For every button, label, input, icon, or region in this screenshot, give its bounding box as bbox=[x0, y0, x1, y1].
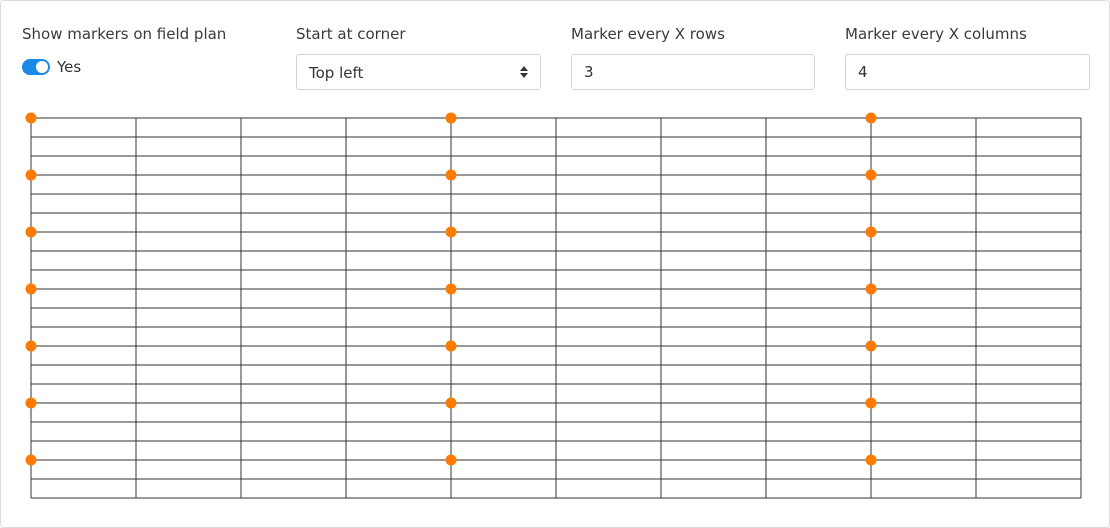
field-marker bbox=[865, 169, 877, 181]
field-marker bbox=[865, 112, 877, 124]
field-marker bbox=[445, 454, 457, 466]
field-marker bbox=[25, 112, 37, 124]
grid-lines bbox=[30, 117, 1082, 499]
columns-interval-input[interactable] bbox=[846, 55, 1089, 89]
field-marker bbox=[865, 340, 877, 352]
field-marker bbox=[865, 226, 877, 238]
field-marker bbox=[865, 397, 877, 409]
rows-interval-input[interactable] bbox=[572, 55, 814, 89]
field-marker bbox=[25, 226, 37, 238]
rows-interval-field bbox=[571, 54, 815, 90]
field-marker bbox=[445, 283, 457, 295]
show-markers-toggle[interactable]: Yes bbox=[22, 57, 81, 77]
columns-interval-label: Marker every X columns bbox=[845, 25, 1027, 43]
sort-caret-icon bbox=[520, 65, 528, 79]
field-marker bbox=[865, 454, 877, 466]
markers bbox=[25, 112, 877, 466]
start-corner-selected: Top left bbox=[309, 64, 364, 82]
field-marker bbox=[445, 397, 457, 409]
field-marker bbox=[445, 226, 457, 238]
columns-interval-field bbox=[845, 54, 1090, 90]
field-marker bbox=[25, 454, 37, 466]
rows-interval-label: Marker every X rows bbox=[571, 25, 725, 43]
field-marker bbox=[445, 340, 457, 352]
field-marker bbox=[25, 397, 37, 409]
field-marker bbox=[25, 169, 37, 181]
toggle-switch-icon[interactable] bbox=[22, 59, 50, 75]
show-markers-label: Show markers on field plan bbox=[22, 25, 227, 43]
show-markers-value: Yes bbox=[57, 58, 82, 76]
field-marker bbox=[865, 283, 877, 295]
start-corner-label: Start at corner bbox=[296, 25, 406, 43]
field-marker bbox=[25, 340, 37, 352]
field-marker bbox=[445, 112, 457, 124]
field-marker bbox=[445, 169, 457, 181]
field-marker bbox=[25, 283, 37, 295]
start-corner-select[interactable]: Top left bbox=[296, 54, 541, 90]
